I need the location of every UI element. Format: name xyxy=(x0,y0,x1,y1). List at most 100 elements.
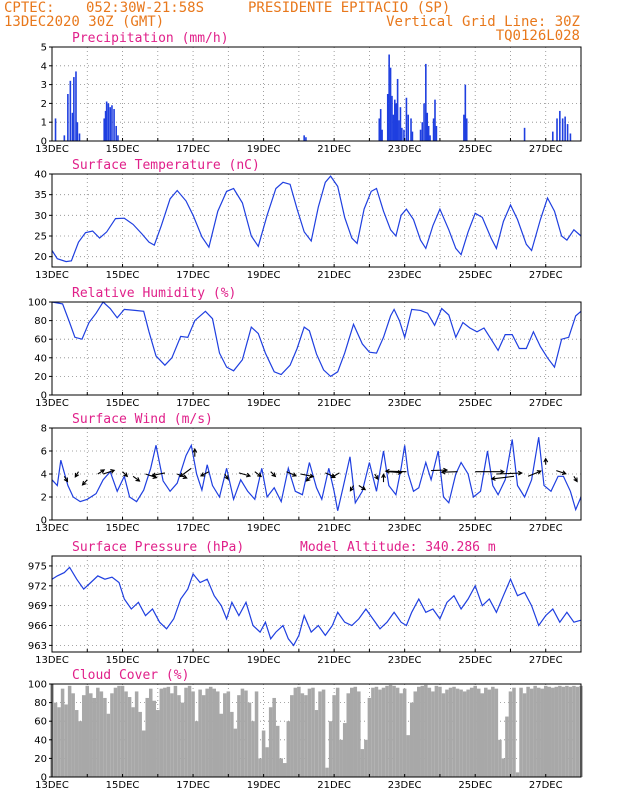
wind-arrow xyxy=(374,473,379,481)
cloud-cover-column xyxy=(272,697,276,777)
wind-title: Surface Wind (m/s) xyxy=(72,412,213,427)
cloud-cover-column xyxy=(494,688,499,777)
cloud-cover-column xyxy=(219,713,224,777)
precipitation-bar xyxy=(403,129,405,141)
precipitation-bar xyxy=(465,118,468,141)
cloud-cover-column xyxy=(57,707,61,777)
precipitation-bar xyxy=(67,94,69,141)
humidity-xtick-label: 21DEC xyxy=(317,398,351,409)
cloud-cover-column xyxy=(392,685,396,777)
cloud-cover-column xyxy=(145,697,149,777)
cloud-cover-column xyxy=(173,685,178,777)
cloud-cover-column xyxy=(572,685,576,777)
cloud-cover-column xyxy=(462,691,467,777)
precipitation-bar xyxy=(107,103,110,141)
pressure-ytick-label: 972 xyxy=(28,581,47,592)
pressure-title: Surface Pressure (hPa) xyxy=(72,540,244,555)
precipitation-bar xyxy=(105,101,108,141)
cloud-cover-column xyxy=(74,710,79,777)
precipitation-bar xyxy=(113,109,115,141)
temperature-ytick-label: 35 xyxy=(34,190,47,201)
cloud-cover-column xyxy=(141,730,146,777)
precipitation-xtick-label: 13DEC xyxy=(35,144,69,155)
cloud-cover-column xyxy=(469,687,474,777)
wind-arrow xyxy=(305,475,312,482)
cloud-cover-column xyxy=(554,686,559,777)
precipitation-bar xyxy=(559,110,561,141)
cloud-cover-xtick-label: 25DEC xyxy=(458,780,492,791)
cloud-cover-column xyxy=(357,691,361,777)
cloud-cover-ytick-label: 40 xyxy=(34,735,47,746)
precipitation-bar xyxy=(109,107,111,141)
cloud-cover-column xyxy=(237,695,241,777)
pressure-line xyxy=(51,566,582,647)
precipitation-ytick-label: 2 xyxy=(41,99,47,110)
header-station: PRESIDENTE EPITACIO (SP) xyxy=(248,0,450,16)
cloud-cover-column xyxy=(424,684,428,777)
header-date: 13DEC2020 30Z (GMT) xyxy=(4,14,164,30)
pressure-xtick-label: 15DEC xyxy=(106,655,140,666)
precipitation-frame xyxy=(51,46,582,142)
pressure-ytick-label: 963 xyxy=(28,641,47,652)
cloud-cover-ytick-label: 60 xyxy=(34,717,47,728)
cloud-cover-column xyxy=(459,689,463,777)
cloud-cover-column xyxy=(448,687,453,777)
cloud-cover-column xyxy=(223,693,227,777)
humidity-frame xyxy=(51,301,582,396)
cloud-cover-column xyxy=(293,687,298,777)
cloud-cover-column xyxy=(230,711,234,777)
pressure-xtick-label: 25DEC xyxy=(458,655,492,666)
precipitation-bar xyxy=(378,118,381,141)
wind-arrow xyxy=(238,472,252,478)
precipitation-bar xyxy=(73,77,75,141)
cloud-cover-frame xyxy=(51,683,582,778)
wind-arrow xyxy=(81,479,88,486)
cloud-cover-column xyxy=(201,695,206,777)
cloud-cover-column xyxy=(244,690,248,777)
cloud-cover-column xyxy=(53,702,58,777)
cloud-cover-column xyxy=(205,688,209,777)
precipitation-bar xyxy=(388,54,390,141)
temperature-xtick-label: 21DEC xyxy=(317,270,351,281)
precipitation-bar xyxy=(566,124,569,141)
precipitation-bar xyxy=(407,114,409,141)
cloud-cover-column xyxy=(353,686,358,777)
cloud-cover-xtick-label: 21DEC xyxy=(317,780,351,791)
wind-arrow xyxy=(496,470,523,476)
pressure-ytick-label: 966 xyxy=(28,621,47,632)
humidity-xtick-label: 17DEC xyxy=(176,398,210,409)
humidity-title: Relative Humidity (%) xyxy=(72,286,236,301)
cloud-cover-column xyxy=(120,685,125,777)
cloud-cover-column xyxy=(300,693,305,777)
cloud-cover-column xyxy=(561,686,566,777)
pressure-xtick-label: 23DEC xyxy=(388,655,422,666)
humidity-xtick-label: 15DEC xyxy=(106,398,140,409)
cloud-cover-column xyxy=(505,716,509,777)
precipitation-bar xyxy=(401,127,403,141)
pressure-frame xyxy=(51,555,582,653)
cloud-cover-column xyxy=(85,685,90,777)
cloud-cover-column xyxy=(558,685,562,777)
cloud-cover-column xyxy=(191,691,195,777)
pressure-ytick-label: 969 xyxy=(28,601,47,612)
cloud-cover-column xyxy=(536,687,541,777)
precipitation-ytick-label: 5 xyxy=(41,43,47,54)
wind-xtick-label: 21DEC xyxy=(317,523,351,534)
cloud-cover-column xyxy=(208,686,213,777)
cloud-cover-column xyxy=(247,702,252,777)
wind-ytick-label: 6 xyxy=(41,447,47,458)
temperature-frame xyxy=(51,173,582,268)
cloud-cover-panel: 0 20 40 60 80 100 13DEC 15DEC 17DEC 19DEC 21DEC 23D… xyxy=(28,668,583,791)
cloud-cover-column xyxy=(117,685,121,777)
cloud-cover-column xyxy=(367,697,372,777)
cloud-cover-column xyxy=(385,685,389,777)
precipitation-xtick-label: 15DEC xyxy=(106,144,140,155)
pressure-xtick-label: 21DEC xyxy=(317,655,351,666)
wind-arrow xyxy=(381,473,386,483)
cloud-cover-column xyxy=(198,689,202,777)
precipitation-bar xyxy=(115,125,117,141)
cloud-cover-column xyxy=(519,687,523,777)
cloud-cover-column xyxy=(342,723,347,777)
temperature-ytick-label: 40 xyxy=(34,170,47,181)
cloud-cover-column xyxy=(533,685,537,777)
